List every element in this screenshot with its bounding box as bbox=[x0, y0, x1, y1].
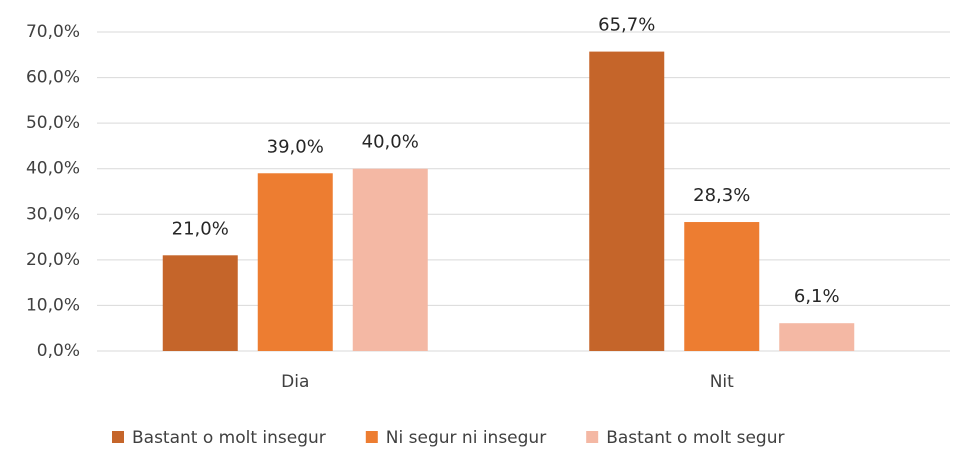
legend-label: Ni segur ni insegur bbox=[386, 428, 546, 448]
y-tick-label: 60,0% bbox=[26, 68, 80, 88]
y-tick-label: 20,0% bbox=[26, 250, 80, 270]
bar bbox=[257, 173, 333, 351]
legend-swatch bbox=[112, 431, 124, 443]
legend-label: Bastant o molt insegur bbox=[132, 428, 326, 448]
y-tick-label: 0,0% bbox=[37, 341, 80, 361]
y-tick-label: 10,0% bbox=[26, 295, 80, 315]
data-label: 40,0% bbox=[362, 132, 419, 153]
y-tick-label: 50,0% bbox=[26, 113, 80, 133]
x-tick-label: Nit bbox=[710, 372, 734, 392]
legend-label: Bastant o molt segur bbox=[606, 428, 784, 448]
bar bbox=[352, 168, 428, 351]
bar bbox=[684, 222, 760, 351]
data-label: 28,3% bbox=[693, 185, 750, 206]
data-label: 65,7% bbox=[598, 15, 655, 36]
legend-swatch bbox=[365, 431, 378, 443]
y-tick-label: 30,0% bbox=[26, 204, 80, 224]
bar bbox=[162, 255, 238, 351]
y-tick-label: 70,0% bbox=[26, 22, 80, 42]
data-label: 6,1% bbox=[794, 286, 840, 307]
x-tick-label: Dia bbox=[281, 372, 309, 392]
bar bbox=[779, 323, 855, 351]
legend-swatch bbox=[586, 431, 599, 443]
y-tick-label: 40,0% bbox=[26, 159, 80, 179]
data-label: 39,0% bbox=[267, 136, 324, 157]
bar bbox=[589, 51, 665, 352]
data-label: 21,0% bbox=[172, 218, 229, 239]
